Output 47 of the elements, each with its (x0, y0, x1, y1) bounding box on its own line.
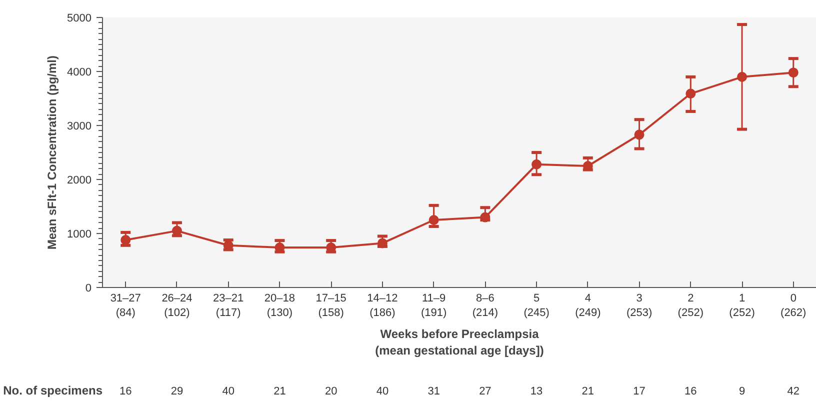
y-tick-label: 0 (85, 282, 92, 294)
x-tick-label: 1 (252) (729, 292, 755, 319)
point (532, 159, 542, 170)
y-tick-label: 4000 (67, 66, 92, 78)
y-tick-label: 1000 (67, 228, 92, 240)
text: 20 (324, 386, 338, 398)
text: 16 (684, 386, 697, 398)
point (172, 226, 182, 236)
x-tick-label: 0 (262) (780, 292, 806, 319)
x-tick-label: 2 (252) (678, 292, 704, 319)
point (377, 238, 388, 248)
x-tick-label: 26–24 (102) (162, 292, 192, 319)
text: 27 (479, 386, 492, 398)
text: 40 (222, 386, 234, 398)
text: 40 (376, 386, 389, 398)
x-tick-label: 4 (249) (575, 292, 601, 319)
point (428, 215, 439, 225)
text: 13 (530, 386, 543, 398)
point (480, 212, 490, 222)
text: 42 (787, 386, 800, 398)
text: 21 (582, 386, 594, 398)
point (788, 68, 798, 78)
point (737, 72, 748, 82)
x-tick-label: 8–6 (214) (472, 292, 498, 319)
text: 21 (274, 386, 286, 398)
text: 9 (738, 386, 746, 398)
text: No. of specimens (3, 384, 103, 398)
x-axis-title: Weeks before Preeclampsia (mean gestational age [days]) (375, 326, 544, 358)
x-tick-label: 14–12 (186) (367, 292, 398, 319)
text: 29 (170, 386, 184, 398)
x-tick-label: 20–18 (130) (264, 292, 296, 319)
x-tick-label: 11–9 (191) (420, 292, 447, 319)
y-axis-title: Mean sFlt-1 Concentration (pg/ml) (45, 55, 60, 250)
x-tick-label: 5 (245) (524, 292, 550, 319)
x-tick-label: 31–27 (84) (110, 292, 141, 319)
point (634, 130, 644, 140)
text: 31 (428, 386, 440, 398)
point (686, 88, 696, 99)
x-tick-label: 23–21 (117) (213, 292, 244, 319)
text: 16 (119, 386, 132, 398)
y-tick-label: 3000 (67, 120, 92, 132)
y-tick-label: 5000 (67, 12, 92, 24)
y-tick-label: 2000 (67, 174, 92, 186)
text: 17 (633, 386, 646, 398)
x-tick-label: 17–15 (158) (316, 292, 346, 319)
point (120, 234, 131, 245)
x-tick-label: 3 (253) (626, 292, 652, 319)
